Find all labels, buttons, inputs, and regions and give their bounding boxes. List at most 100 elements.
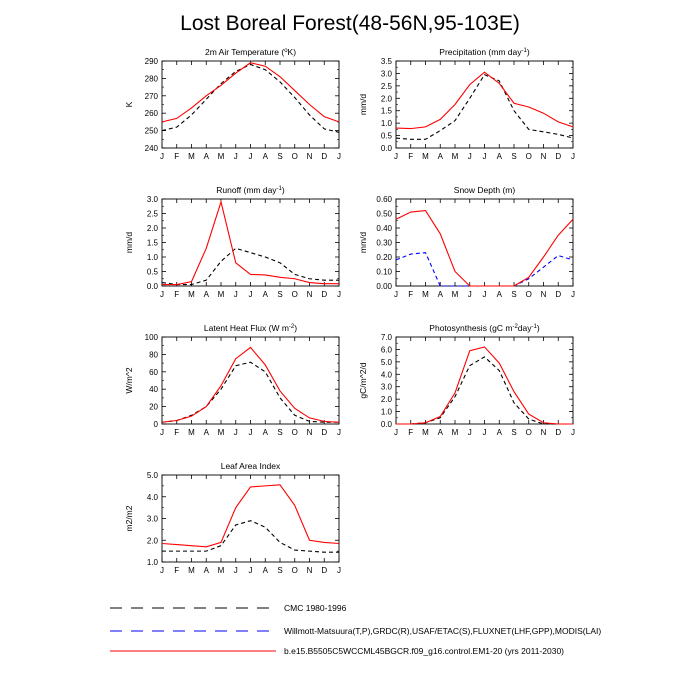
plot-frame (395, 60, 574, 149)
x-tick-label: N (307, 290, 313, 299)
x-tick-label: M (218, 152, 225, 161)
x-tick-label: D (321, 428, 327, 437)
y-tick-label: 290 (145, 57, 159, 66)
x-tick-label: J (249, 566, 253, 575)
x-tick-label: A (497, 152, 503, 161)
panel-title: Snow Depth (m) (454, 185, 516, 195)
legend: CMC 1980-1996 Willmott-Matsuura(T,P),GRDC… (110, 603, 601, 656)
title-superscript: -1 (522, 48, 528, 54)
legend-item: b.e15.B5505C5WCCML45BGCR.f09_g16.control… (110, 646, 564, 656)
y-tick-label: 3.0 (381, 69, 393, 78)
x-tick-label: O (292, 290, 298, 299)
panel-title: Latent Heat Flux (W m-2) (204, 323, 297, 333)
x-tick-label: A (263, 290, 269, 299)
x-tick-label: S (277, 152, 282, 161)
y-tick-label: 0.0 (381, 144, 393, 153)
x-tick-label: N (307, 428, 313, 437)
series-line-cmc (162, 520, 339, 553)
title-text: Precipitation (mm day (439, 47, 522, 57)
y-tick-label: 280 (145, 74, 159, 83)
x-tick-label: F (174, 290, 179, 299)
x-tick-label: D (321, 290, 327, 299)
series-line-model (395, 71, 574, 130)
series-line-obs (395, 252, 574, 287)
y-axis-label: K (124, 101, 134, 107)
y-tick-label: 0.5 (381, 132, 393, 141)
x-tick-label: N (307, 152, 313, 161)
panel-title: 2m Air Temperature (oK) (205, 47, 296, 57)
series-line-cmc (395, 73, 574, 140)
panel-photosynthesis: Photosynthesis (gC m-2day-1) 0.0 1.0 2.0 3.0… (358, 323, 575, 437)
title-text: Snow Depth (m) (454, 185, 516, 195)
x-tick-label: J (337, 566, 341, 575)
x-tick-label: M (422, 290, 429, 299)
x-tick-label: M (188, 566, 195, 575)
title-text: ) (282, 185, 285, 195)
y-axis-label: gC/m^2/d (358, 362, 368, 398)
x-tick-label: O (292, 152, 298, 161)
y-tick-label: 0.60 (376, 195, 392, 204)
y-tick-label: 2.5 (147, 210, 159, 219)
y-tick-label: 3.0 (147, 515, 159, 524)
x-tick-label: S (511, 152, 516, 161)
x-tick-label: F (174, 566, 179, 575)
x-tick-label: J (160, 290, 164, 299)
y-tick-label: 260 (145, 109, 159, 118)
title-text: day (518, 323, 532, 333)
figure-title: Lost Boreal Forest(48-56N,95-103E) (180, 12, 520, 35)
title-text: ) (294, 323, 297, 333)
x-tick-label: J (483, 428, 487, 437)
y-tick-label: 60 (149, 368, 158, 377)
x-tick-label: M (218, 428, 225, 437)
plot-frame (395, 198, 574, 287)
y-tick-label: 6.0 (381, 345, 393, 354)
y-tick-label: 3.5 (381, 57, 393, 66)
title-text: Runoff (mm day (216, 185, 277, 195)
panel-temperature: 2m Air Temperature (oK) 240 250 260 270 280 29… (124, 47, 341, 161)
panel-snow-depth: Snow Depth (m) 0.00 0.10 0.20 0.30 0.40 0.50 0.… (358, 185, 575, 299)
x-tick-label: S (277, 428, 282, 437)
panel-title: Runoff (mm day-1) (216, 185, 285, 195)
y-tick-label: 40 (149, 385, 158, 394)
y-tick-label: 100 (145, 333, 159, 342)
x-tick-label: M (452, 152, 459, 161)
panel-title: Photosynthesis (gC m-2day-1) (429, 323, 540, 333)
y-tick-label: 1.0 (147, 253, 159, 262)
y-tick-label: 0.5 (147, 268, 159, 277)
y-tick-label: 0.10 (376, 268, 392, 277)
x-tick-label: F (408, 290, 413, 299)
y-tick-label: 1.0 (381, 119, 393, 128)
x-tick-label: N (541, 152, 547, 161)
x-tick-label: F (174, 152, 179, 161)
x-tick-label: J (337, 152, 341, 161)
x-tick-label: J (571, 152, 575, 161)
plot-frame (161, 198, 340, 287)
y-tick-label: 7.0 (381, 333, 393, 342)
x-tick-label: M (188, 152, 195, 161)
y-tick-label: 270 (145, 92, 159, 101)
plot-frame (395, 336, 574, 425)
x-tick-label: S (277, 566, 282, 575)
y-tick-label: 20 (149, 403, 158, 412)
x-tick-label: O (292, 428, 298, 437)
series-line-model (162, 199, 339, 286)
y-tick-label: 0.0 (381, 420, 393, 429)
x-tick-label: A (204, 428, 210, 437)
x-tick-label: J (468, 428, 472, 437)
panel-runoff: Runoff (mm day-1) 0.0 0.5 1.0 1.5 2.0 2.5 3.0 mm… (124, 185, 341, 299)
y-tick-label: 0.0 (147, 282, 159, 291)
panel-title: Precipitation (mm day-1) (439, 47, 530, 57)
legend-item: Willmott-Matsuura(T,P),GRDC(R),USAF/ETAC… (110, 626, 601, 636)
title-superscript: o (284, 48, 288, 54)
y-tick-label: 0 (154, 420, 159, 429)
series-line-model (161, 346, 340, 423)
x-tick-label: J (394, 290, 398, 299)
x-tick-label: M (188, 428, 195, 437)
x-tick-label: J (571, 290, 575, 299)
x-tick-label: A (438, 152, 444, 161)
x-tick-label: O (526, 290, 532, 299)
plot-frame (161, 474, 340, 563)
series-line-cmc (161, 361, 339, 423)
